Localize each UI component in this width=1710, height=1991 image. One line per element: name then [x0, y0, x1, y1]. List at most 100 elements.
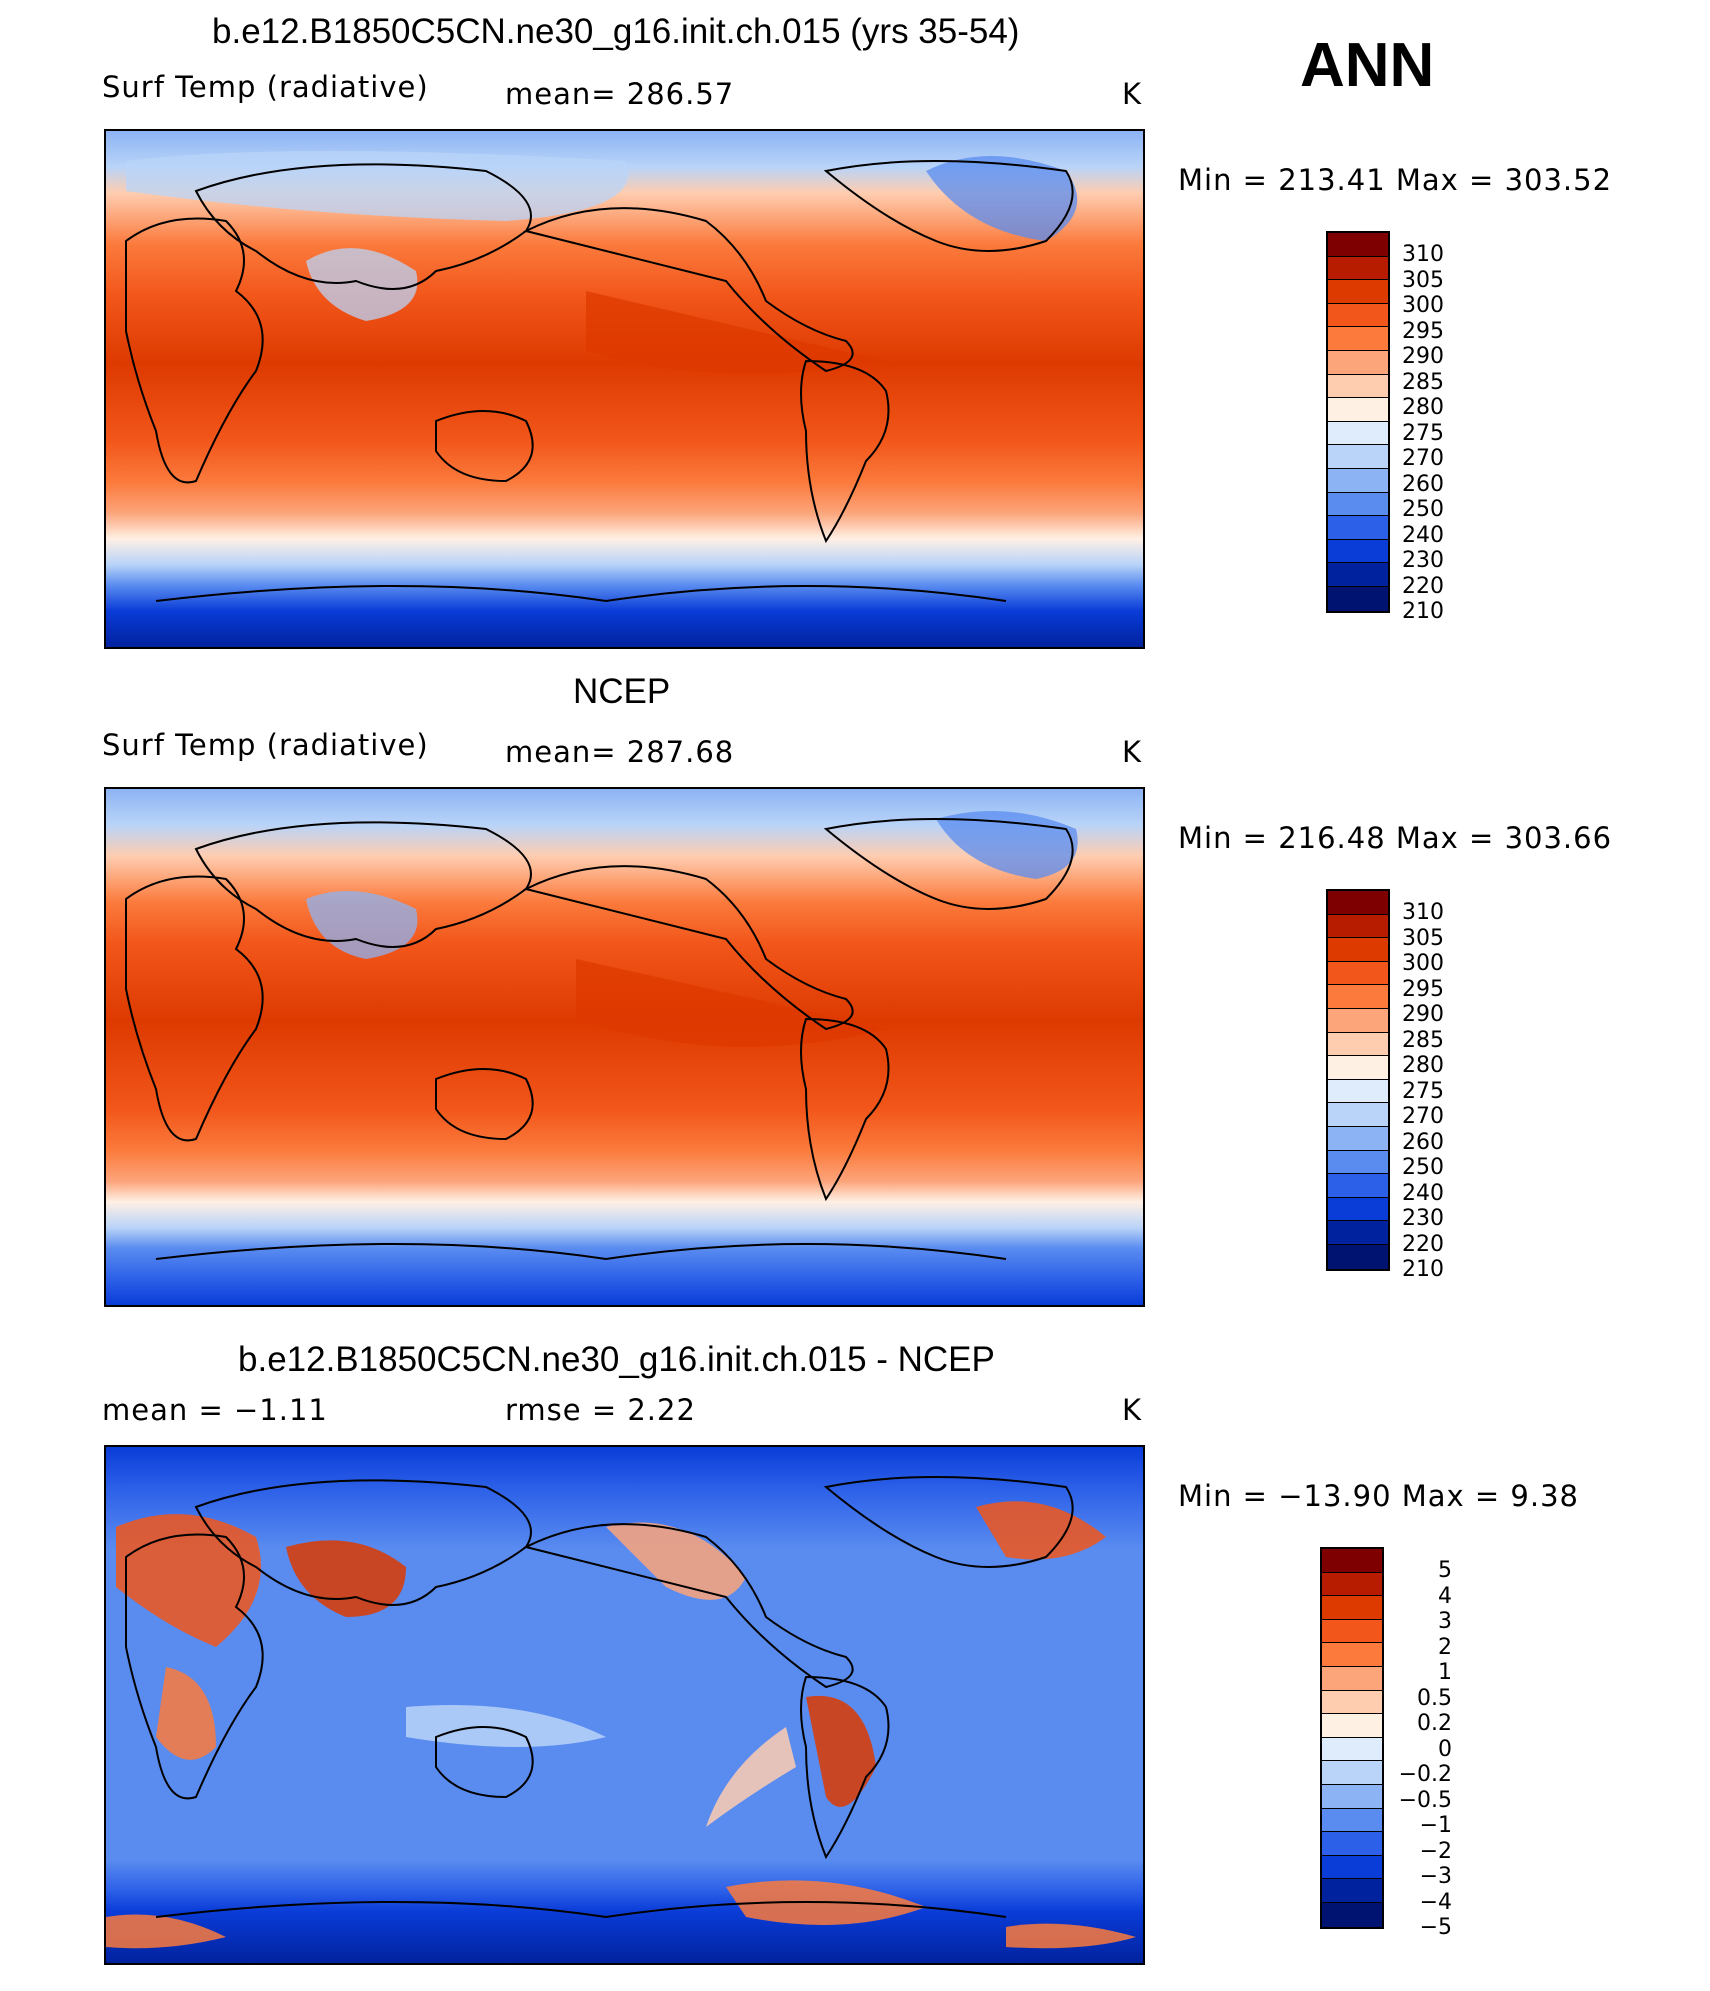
- panel1-colorbar: [1326, 231, 1390, 613]
- colorbar-tick-label: −3: [1419, 1864, 1452, 1889]
- panel1-colorbar-segment: [1328, 586, 1388, 611]
- panel3-rmse-label: rmse = 2.22: [505, 1393, 696, 1427]
- panel1-map-svg: [106, 131, 1143, 647]
- panel1-colorbar-segment: [1328, 445, 1388, 469]
- colorbar-tick-label: 310: [1402, 242, 1444, 267]
- panel2-colorbar-segment: [1328, 1174, 1388, 1198]
- panel1-colorbar-segment: [1328, 468, 1388, 493]
- panel3-coastlines: [125, 1476, 1074, 1919]
- colorbar-tick-label: 295: [1402, 318, 1444, 344]
- panel2-colorbar-segment: [1328, 891, 1388, 915]
- colorbar-tick-label: 310: [1402, 900, 1444, 925]
- colorbar-tick-label: 300: [1402, 951, 1444, 976]
- panel3-title: b.e12.B1850C5CN.ne30_g16.init.ch.015 - N…: [238, 1340, 995, 1379]
- colorbar-tick-label: −1: [1419, 1813, 1452, 1838]
- colorbar-tick-label: 0.2: [1417, 1711, 1452, 1736]
- panel3-colorbar-segment: [1322, 1832, 1382, 1856]
- colorbar-tick-label: 250: [1402, 497, 1444, 522]
- colorbar-tick-label: 280: [1402, 395, 1444, 420]
- colorbar-tick-label: 1: [1438, 1660, 1452, 1685]
- colorbar-tick-label: 290: [1402, 1002, 1444, 1027]
- panel1-colorbar-labels: 310 305 300 295 290 285 280 275 270 260 …: [1402, 242, 1444, 625]
- panel2-colorbar-segment: [1328, 961, 1388, 986]
- panel3-colorbar-segment: [1322, 1666, 1382, 1691]
- colorbar-tick-label: 210: [1402, 599, 1444, 624]
- colorbar-tick-label: 210: [1402, 1257, 1444, 1282]
- panel3-colorbar-segment: [1322, 1879, 1382, 1903]
- colorbar-tick-label: 240: [1402, 1180, 1444, 1206]
- panel1-units-label: K: [1122, 77, 1143, 111]
- panel2-colorbar-segment: [1328, 1008, 1388, 1033]
- colorbar-tick-label: −0.5: [1398, 1787, 1452, 1813]
- panel2-colorbar-labels: 310 305 300 295 290 285 280 275 270 260 …: [1402, 900, 1444, 1283]
- panel3-map-svg: [106, 1447, 1143, 1963]
- panel3-colorbar-segment: [1322, 1808, 1382, 1833]
- panel3-minmax-label: Min = −13.90 Max = 9.38: [1178, 1479, 1579, 1513]
- panel2-title: NCEP: [573, 672, 671, 711]
- colorbar-tick-label: 275: [1402, 1078, 1444, 1104]
- colorbar-tick-label: 305: [1402, 925, 1444, 951]
- panel2-coastlines: [125, 818, 1074, 1261]
- panel2-colorbar-segment: [1328, 985, 1388, 1009]
- colorbar-tick-label: 300: [1402, 293, 1444, 318]
- panel3-colorbar-segment: [1322, 1643, 1382, 1667]
- panel2-colorbar-segment: [1328, 938, 1388, 962]
- colorbar-tick-label: 305: [1402, 267, 1444, 293]
- colorbar-tick-label: 220: [1402, 1231, 1444, 1257]
- panel2-colorbar-segment: [1328, 1032, 1388, 1057]
- panel3-map: [104, 1445, 1145, 1965]
- panel1-colorbar-segment: [1328, 350, 1388, 375]
- colorbar-tick-label: 240: [1402, 522, 1444, 548]
- panel1-coastlines: [125, 160, 1074, 603]
- colorbar-tick-label: 0: [1438, 1736, 1452, 1762]
- panel1-colorbar-segment: [1328, 516, 1388, 540]
- colorbar-tick-label: −2: [1419, 1838, 1452, 1864]
- panel1-colorbar-segment: [1328, 327, 1388, 351]
- colorbar-tick-label: −5: [1419, 1915, 1452, 1940]
- panel1-colorbar-segment: [1328, 233, 1388, 257]
- colorbar-tick-label: 290: [1402, 344, 1444, 369]
- panel2-colorbar-segment: [1328, 1103, 1388, 1127]
- panel1-colorbar-segment: [1328, 303, 1388, 328]
- panel2-colorbar-segment: [1328, 1244, 1388, 1269]
- panel1-colorbar-segment: [1328, 492, 1388, 517]
- colorbar-tick-label: 260: [1402, 1129, 1444, 1155]
- panel3-colorbar-segment: [1322, 1549, 1382, 1573]
- panel3-colorbar-segment: [1322, 1737, 1382, 1762]
- colorbar-tick-label: 5: [1438, 1558, 1452, 1583]
- panel2-units-label: K: [1122, 735, 1143, 769]
- colorbar-tick-label: 3: [1438, 1609, 1452, 1634]
- panel1-colorbar-segment: [1328, 421, 1388, 446]
- panel2-colorbar-segment: [1328, 1150, 1388, 1175]
- panel2-colorbar-segment: [1328, 1079, 1388, 1104]
- panel1-colorbar-segment: [1328, 563, 1388, 587]
- panel3-colorbar-segment: [1322, 1619, 1382, 1644]
- colorbar-tick-label: 285: [1402, 1027, 1444, 1053]
- colorbar-tick-label: 230: [1402, 548, 1444, 573]
- panel3-colorbar: [1320, 1547, 1384, 1929]
- panel3-colorbar-segment: [1322, 1902, 1382, 1927]
- panel1-colorbar-segment: [1328, 256, 1388, 281]
- panel3-colorbar-segment: [1322, 1596, 1382, 1620]
- panel3-colorbar-segment: [1322, 1855, 1382, 1880]
- season-label: ANN: [1300, 31, 1435, 100]
- panel1-minmax-label: Min = 213.41 Max = 303.52: [1178, 163, 1613, 197]
- panel3-mean-label: mean = −1.11: [102, 1393, 328, 1427]
- colorbar-tick-label: 2: [1438, 1634, 1452, 1660]
- panel1-colorbar-segment: [1328, 398, 1388, 422]
- colorbar-tick-label: 4: [1438, 1583, 1452, 1609]
- colorbar-tick-label: 230: [1402, 1206, 1444, 1231]
- panel1-land-anomalies: [126, 151, 1078, 374]
- panel3-colorbar-segment: [1322, 1690, 1382, 1715]
- panel1-mean-label: mean= 286.57: [505, 77, 735, 111]
- panel1-colorbar-segment: [1328, 374, 1388, 399]
- panel1-colorbar-segment: [1328, 539, 1388, 564]
- colorbar-tick-label: 280: [1402, 1053, 1444, 1078]
- panel2-colorbar-segment: [1328, 1056, 1388, 1080]
- panel3-units-label: K: [1122, 1393, 1143, 1427]
- colorbar-tick-label: 270: [1402, 446, 1444, 471]
- colorbar-tick-label: 220: [1402, 573, 1444, 599]
- panel2-colorbar-segment: [1328, 1221, 1388, 1245]
- panel1-variable-label: Surf Temp (radiative): [102, 70, 429, 104]
- panel2-map-svg: [106, 789, 1143, 1305]
